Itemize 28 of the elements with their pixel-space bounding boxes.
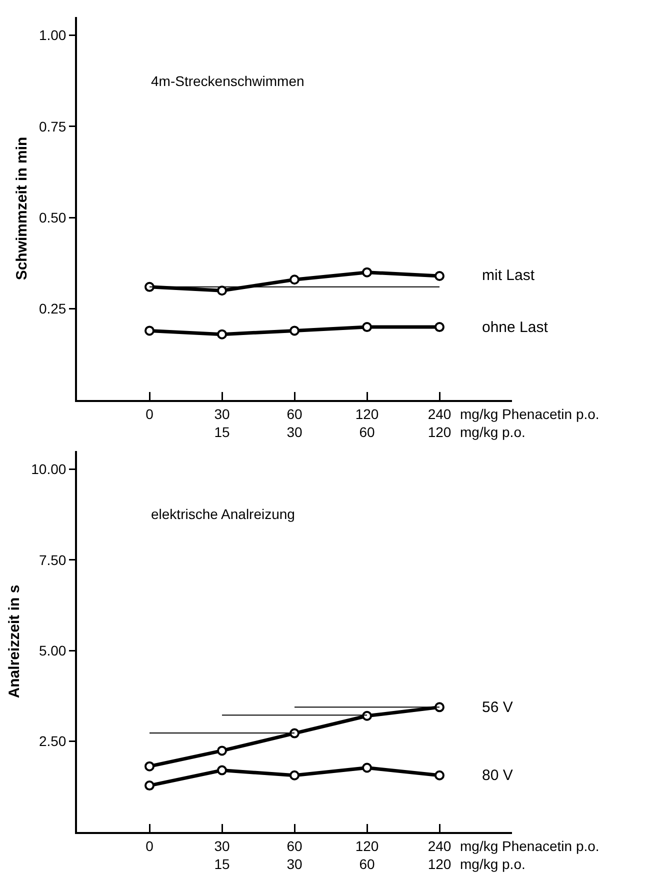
text: 4m-Streckenschwimmen bbox=[151, 73, 304, 89]
y-tick-label: 0.75 bbox=[38, 118, 66, 134]
y-tick-label: 0.25 bbox=[38, 300, 66, 317]
y-tick-label: 5.00 bbox=[38, 642, 66, 658]
x-tick-label: 0 bbox=[146, 838, 154, 854]
x-tick-label: 60 30 bbox=[286, 838, 302, 872]
x-axis-title: mg/kg Phenacetin p.o. mg/kg p.o. bbox=[460, 838, 600, 872]
y-tick-label: 10.00 bbox=[31, 461, 66, 478]
y-tick-label: 2.50 bbox=[38, 733, 66, 750]
y-axis-title: Schwimmzeit in min bbox=[14, 136, 31, 280]
text: 56 V bbox=[482, 699, 513, 716]
x-axis-title: mg/kg Phenacetin p.o. mg/kg p.o. bbox=[460, 406, 600, 440]
x-tick-label: 240 120 bbox=[428, 406, 452, 440]
x-tick-label: 120 60 bbox=[355, 838, 379, 872]
text: 80 V bbox=[482, 767, 513, 784]
x-tick-label: 240 120 bbox=[428, 838, 452, 872]
y-tick-label: 0.50 bbox=[38, 210, 66, 226]
x-tick-label: 30 15 bbox=[214, 838, 230, 872]
y-tick-label: 7.50 bbox=[38, 552, 66, 568]
x-tick-label: 30 15 bbox=[214, 406, 230, 440]
text: ohne Last bbox=[482, 319, 549, 336]
text: mit Last bbox=[482, 267, 536, 284]
text: elektrische Analreizung bbox=[151, 506, 295, 522]
x-tick-label: 0 bbox=[146, 406, 154, 422]
x-tick-label: 60 30 bbox=[286, 406, 302, 440]
y-axis-title: Analreizzeit in s bbox=[6, 584, 23, 698]
x-tick-label: 120 60 bbox=[355, 406, 379, 440]
y-tick-label: 1.00 bbox=[38, 27, 66, 44]
